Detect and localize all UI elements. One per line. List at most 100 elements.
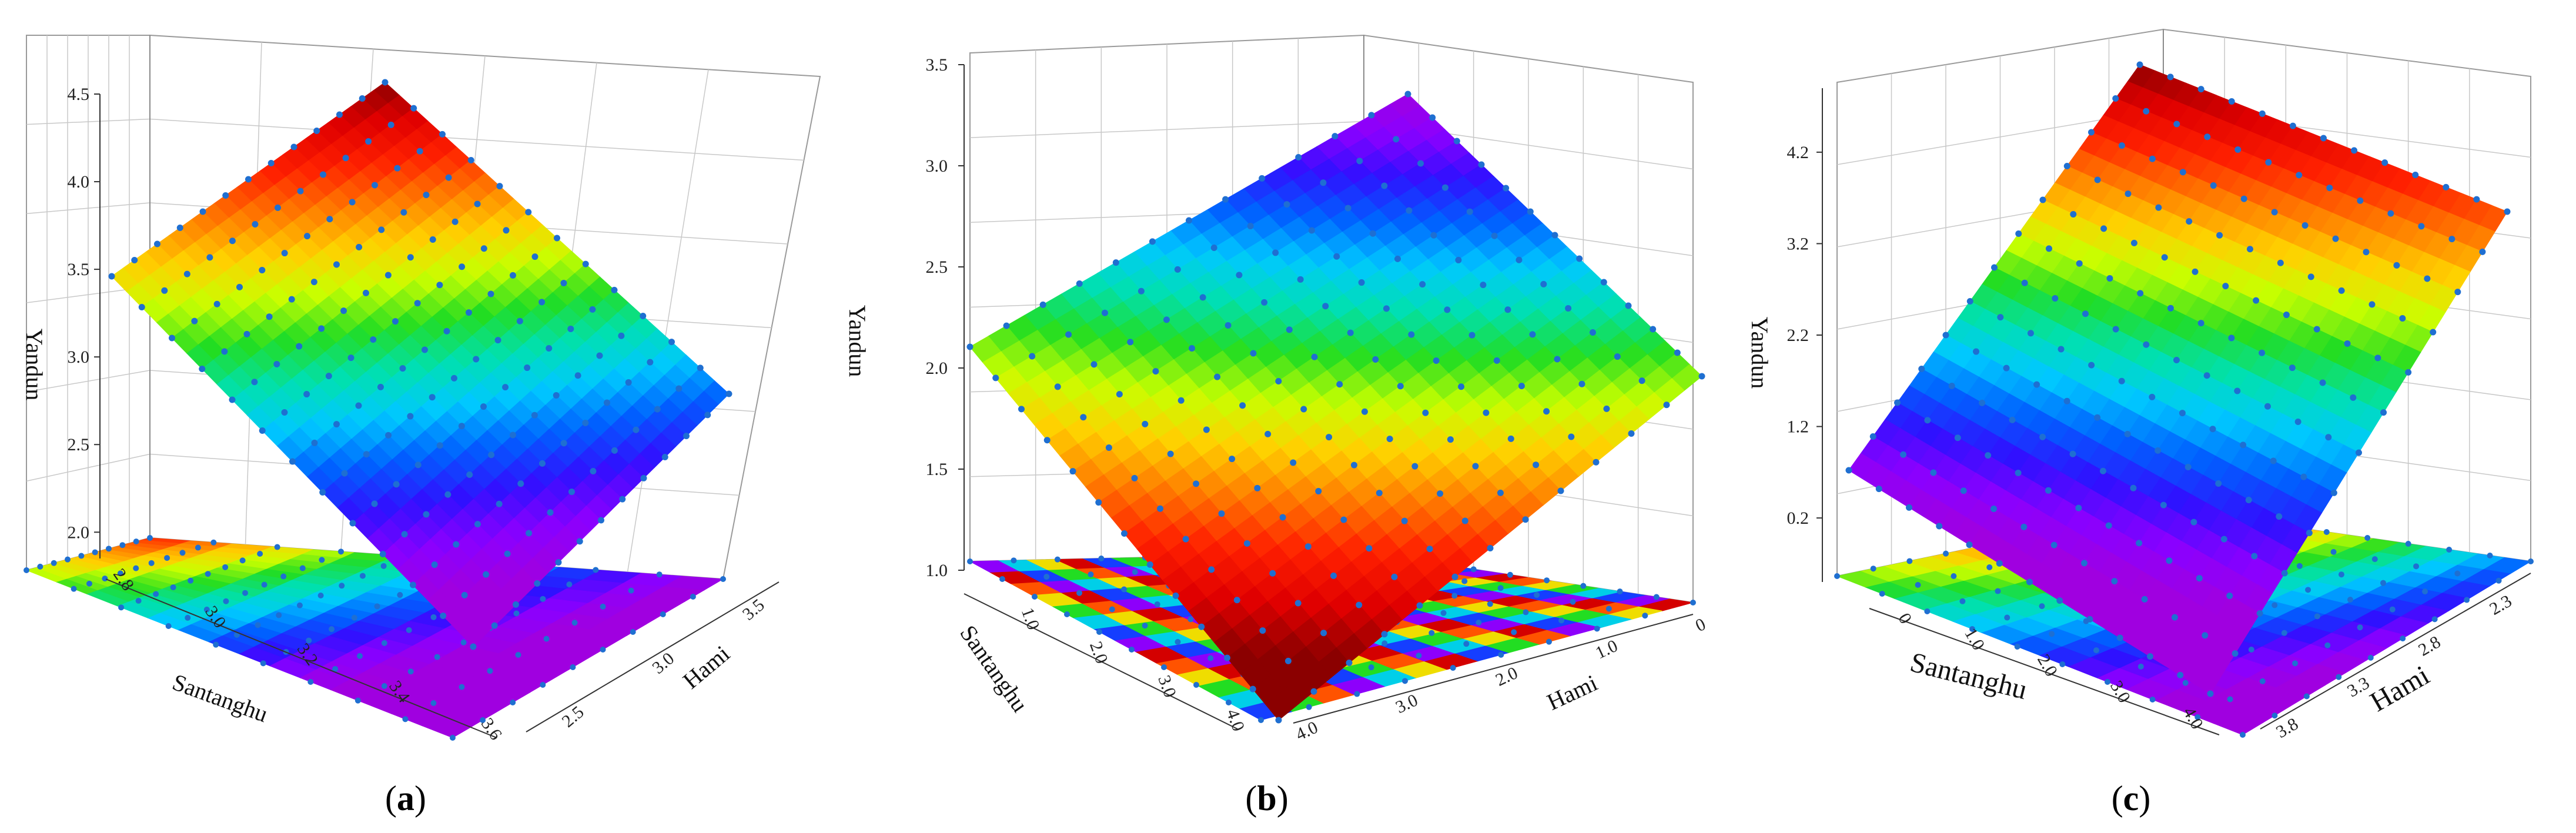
surface-sample-point (2356, 449, 2362, 456)
y-tick-label: 3.0 (648, 648, 678, 677)
surface-sample-point (1090, 361, 1098, 368)
surface-sample-point (1322, 303, 1329, 310)
surface-sample-point (2063, 397, 2070, 404)
surface-sample-point (399, 365, 406, 372)
floor-sample-point (205, 571, 211, 577)
surface-sample-point (2313, 326, 2320, 333)
floor-sample-point (185, 614, 191, 621)
floor-sample-point (999, 576, 1005, 582)
surface-sample-point (1332, 133, 1339, 140)
surface-sample-point (1167, 450, 1174, 457)
surface-sample-point (1600, 279, 1607, 286)
surface-sample-point (2197, 320, 2204, 327)
surface-sample-point (138, 304, 145, 310)
surface-sample-point (161, 287, 168, 294)
floor-sample-point (1906, 558, 1913, 564)
surface-sample-point (1936, 523, 1943, 530)
surface-sample-point (1138, 287, 1145, 295)
surface-sample-point (1466, 208, 1473, 215)
floor-sample-point (1523, 609, 1529, 615)
floor-sample-point (1879, 591, 1885, 597)
surface-sample-point (154, 240, 160, 247)
floor-sample-point (1594, 625, 1600, 632)
floor-sample-point (540, 682, 546, 688)
surface-sample-point (243, 330, 250, 337)
surface-sample-point (1095, 499, 1102, 506)
surface-sample-point (443, 327, 450, 334)
surface-sample-point (496, 500, 503, 507)
floor-sample-point (148, 560, 155, 566)
surface-sample-point (1529, 331, 1536, 338)
floor-sample-point (515, 651, 521, 658)
z-tick-label: 4.0 (68, 172, 90, 192)
surface-sample-point (2338, 287, 2345, 294)
surface-sample-point (2130, 484, 2137, 491)
surface-sample-point (229, 237, 236, 245)
floor-sample-point (2182, 680, 2189, 686)
surface-sample-point (2111, 578, 2118, 585)
surface-sample-point (281, 250, 288, 257)
surface-sample-point (2232, 650, 2239, 657)
surface-sample-point (574, 372, 581, 379)
surface-sample-point (2160, 501, 2167, 509)
surface-sample-point (516, 317, 523, 324)
surface-sample-point (725, 390, 732, 397)
floor-sample-point (2464, 597, 2470, 603)
floor-sample-point (203, 606, 210, 613)
surface-sample-point (439, 131, 446, 138)
surface-sample-point (453, 541, 460, 548)
floor-sample-point (102, 576, 108, 582)
surface-sample-point (2100, 467, 2106, 474)
y-axis-line (526, 581, 780, 732)
surface-sample-point (2136, 61, 2143, 68)
surface-sample-point (1203, 426, 1210, 433)
surface-sample-point (342, 155, 349, 162)
surface-sample-point (1310, 688, 1317, 695)
surface-sample-point (473, 356, 480, 363)
surface-sample-point (531, 253, 538, 260)
floor-sample-point (280, 573, 287, 580)
surface-sample-point (2186, 218, 2193, 225)
surface-sample-point (1386, 436, 1393, 443)
floor-sample-point (2059, 661, 2066, 667)
surface-sample-point (2088, 362, 2095, 369)
surface-sample-point (1554, 356, 1561, 363)
surface-sample-point (1229, 456, 1236, 463)
floor-sample-point (2357, 624, 2363, 631)
surface-sample-point (560, 280, 567, 287)
surface-sample-point (384, 272, 392, 279)
surface-sample-point (410, 581, 416, 588)
floor-sample-point (147, 535, 153, 541)
surface-sample-point (966, 343, 973, 350)
floor-sample-point (188, 577, 194, 584)
surface-sample-point (1406, 207, 1413, 214)
surface-sample-point (2240, 195, 2247, 202)
surface-sample-point (1112, 259, 1119, 266)
floor-sample-point (1011, 557, 1017, 564)
floor-sample-point (2093, 647, 2099, 654)
surface-sample-point (319, 489, 326, 496)
surface-sample-point (1447, 436, 1454, 443)
surface-sample-point (2173, 357, 2180, 363)
surface-sample-point (2094, 176, 2101, 183)
surface-sample-point (1308, 227, 1315, 234)
surface-sample-point (392, 318, 399, 325)
floor-sample-point (1096, 629, 1102, 635)
floor-sample-point (540, 596, 546, 602)
surface-sample-point (2222, 283, 2229, 290)
surface-sample-point (1177, 397, 1185, 404)
surface-sample-point (2026, 578, 2033, 586)
surface-sample-point (590, 468, 597, 475)
floor-sample-point (1690, 600, 1696, 605)
surface-sample-point (2256, 610, 2263, 617)
z-tick-label: 0.2 (1787, 509, 1809, 528)
surface-sample-point (1906, 504, 1912, 511)
surface-sample-point (451, 218, 459, 225)
surface-sample-point (1297, 276, 1304, 283)
surface-sample-point (466, 471, 473, 478)
surface-sample-point (1468, 332, 1476, 339)
surface-sample-point (576, 538, 583, 545)
surface-sample-point (414, 461, 421, 469)
floor-sample-point (2400, 635, 2406, 642)
surface-sample-point (2216, 232, 2223, 239)
